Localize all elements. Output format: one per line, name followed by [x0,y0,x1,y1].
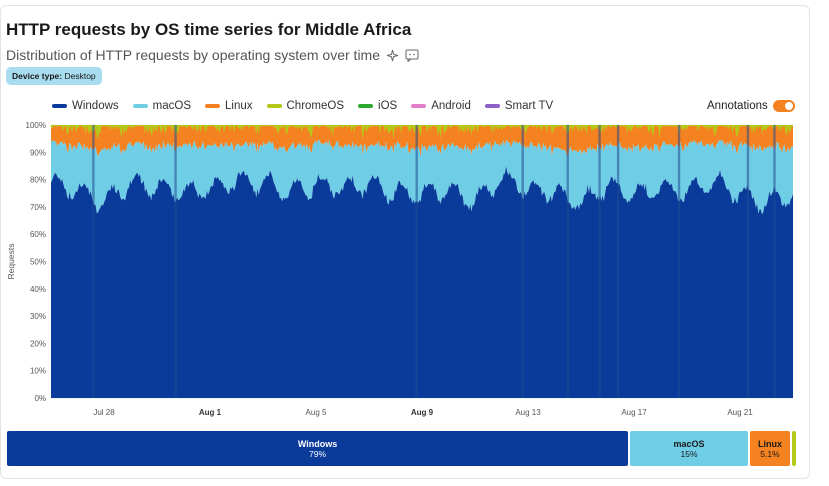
summary-segment-other[interactable] [792,431,796,466]
annotations-toggle[interactable]: Annotations [707,100,795,112]
filter-value: Desktop [64,71,96,81]
legend-swatch [205,104,220,108]
filter-label: Device type: [12,71,63,81]
annotation-marker [616,125,620,398]
legend-item-chromeos[interactable]: ChromeOS [266,100,345,112]
summary-segment-macos[interactable]: macOS 15% [630,431,748,466]
summary-segment-windows[interactable]: Windows 79% [7,431,629,466]
series-area-windows [51,166,793,398]
y-tick-label: 0% [34,394,46,403]
chart-legend: Windows macOS Linux ChromeOS iOS Android Smart… [52,100,553,112]
comment-icon[interactable] [405,49,419,62]
x-tick-label: Aug 17 [621,408,647,417]
y-tick-label: 20% [30,339,46,348]
legend-swatch [132,104,148,108]
summary-segment-value: 79% [309,448,327,459]
y-tick-label: 10% [30,367,46,376]
y-axis-label: Requests [6,244,16,280]
x-tick-label: Jul 28 [93,408,115,417]
legend-label: Smart TV [504,100,554,112]
annotation-marker [521,125,524,398]
legend-swatch [484,104,500,108]
toggle-switch[interactable] [772,100,795,112]
legend-item-windows[interactable]: Windows [52,100,119,112]
annotation-marker [677,125,681,398]
legend-item-ios[interactable]: iOS [358,100,397,112]
x-tick-label: Aug 9 [411,408,434,417]
area-chart: 0% 10% 20% 30% 40% 50% 60% 70% 80% 90% 100% Request… [6,121,793,417]
annotation-marker [773,125,776,398]
legend-label: Linux [225,100,253,112]
y-tick-label: 60% [30,230,46,239]
series-area-macos [51,139,793,215]
annotation-marker [566,125,569,398]
y-tick-label: 70% [30,203,46,212]
summary-segment-value: 5.1% [760,448,780,459]
legend-item-smart-tv[interactable]: Smart TV [484,100,554,112]
legend-label: Windows [72,100,119,112]
x-tick-label: Aug 1 [199,408,222,417]
y-tick-label: 80% [30,176,46,185]
legend-item-linux[interactable]: Linux [205,100,253,112]
x-tick-label: Aug 5 [306,408,327,417]
legend-swatch [411,104,427,108]
y-tick-label: 50% [30,258,46,267]
y-tick-label: 90% [30,148,46,157]
share-summary-bar: Windows 79% macOS 15% Linux 5.1% [7,431,796,466]
annotations-label: Annotations [707,100,768,112]
y-tick-label: 100% [26,121,46,130]
annotation-marker [174,125,177,398]
page-title: HTTP requests by OS time series for Midd… [6,20,412,39]
summary-segment-name: Linux [757,438,782,449]
annotation-marker [598,125,601,398]
device-type-filter[interactable]: Device type: Desktop [6,67,102,85]
sparkle-icon[interactable] [386,49,399,62]
summary-segment-linux[interactable]: Linux 5.1% [749,431,791,466]
legend-swatch [358,104,374,108]
annotation-marker [92,125,95,398]
series-area-linux [51,125,793,157]
subtitle-text: Distribution of HTTP requests by operati… [6,47,381,63]
summary-segment-name: Windows [297,438,338,449]
summary-segment-value: 15% [680,448,698,459]
toggle-knob [784,102,793,110]
y-tick-label: 30% [30,312,46,321]
legend-label: Android [431,100,471,112]
x-tick-label: Aug 21 [727,408,753,417]
chart-subtitle: Distribution of HTTP requests by operati… [6,47,419,63]
legend-swatch [266,104,282,108]
legend-item-android[interactable]: Android [411,100,471,112]
legend-swatch [52,104,67,108]
legend-label: iOS [378,100,398,112]
legend-item-macos[interactable]: macOS [132,100,191,112]
annotation-marker [415,125,418,398]
x-tick-label: Aug 13 [515,408,541,417]
y-tick-label: 40% [30,285,46,294]
legend-label: ChromeOS [286,100,345,112]
annotation-marker [746,125,750,398]
summary-segment-name: macOS [673,438,705,449]
legend-label: macOS [152,100,191,112]
